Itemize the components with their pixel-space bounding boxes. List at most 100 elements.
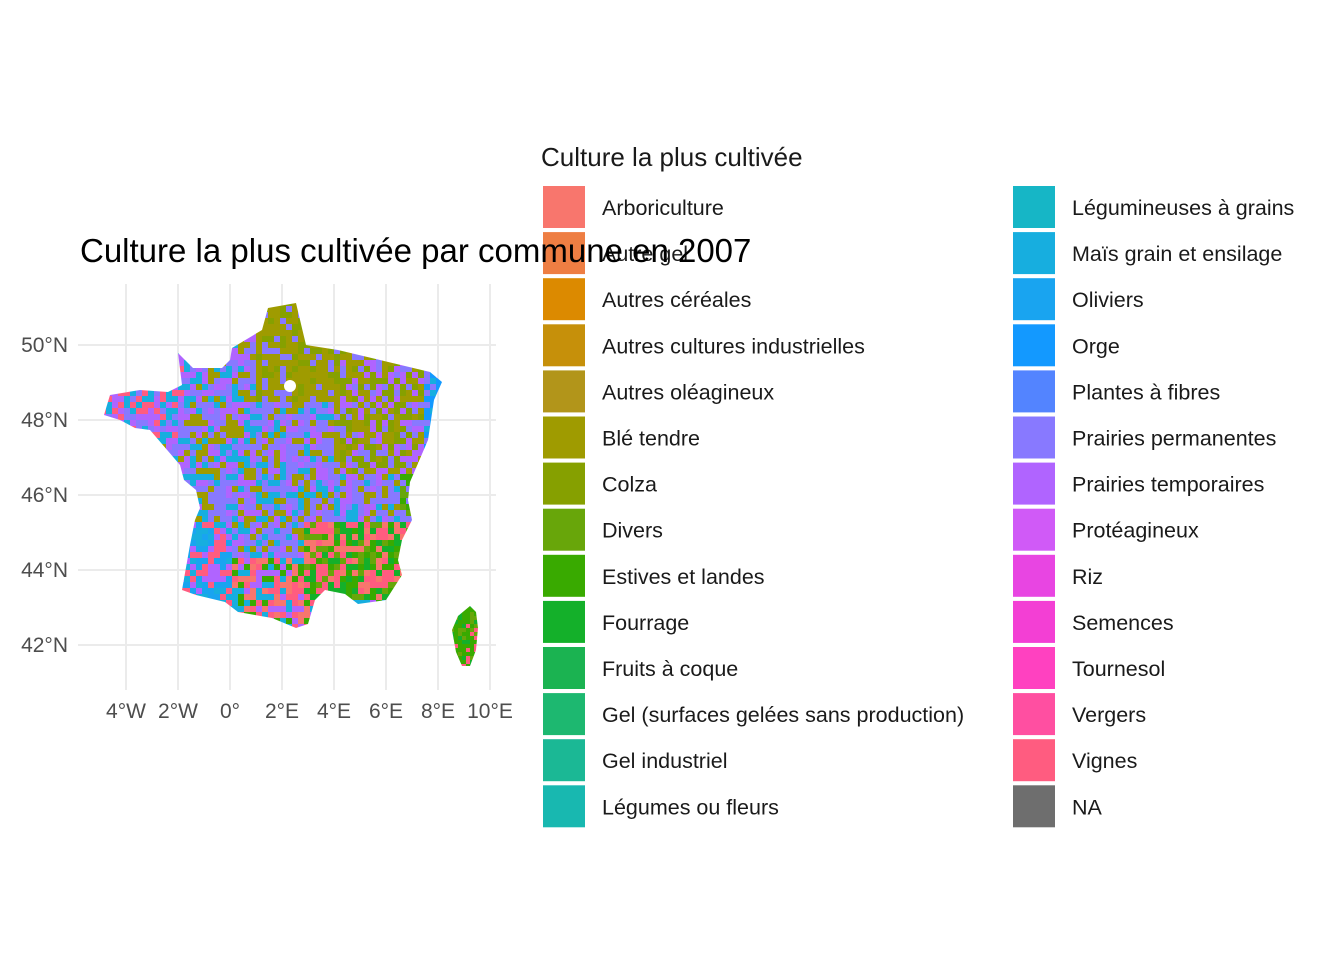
legend-label: Gel industriel <box>602 749 727 773</box>
lat-tick-label: 50°N <box>21 334 68 357</box>
legend-label: Fruits à coque <box>602 657 738 681</box>
legend-item: Maïs grain et ensilage <box>1013 232 1282 275</box>
legend-item: Autres céréales <box>543 278 751 321</box>
legend-swatch <box>1013 647 1055 689</box>
legend-swatch <box>1013 324 1055 367</box>
legend-label: Fourrage <box>602 611 689 635</box>
lon-tick-label: 2°E <box>265 700 299 723</box>
legend-label: Gel (surfaces gelées sans production) <box>602 703 964 727</box>
legend-swatch <box>543 462 585 505</box>
legend-item: Orge <box>1013 324 1120 367</box>
legend-label: Plantes à fibres <box>1072 380 1220 404</box>
legend-label: Colza <box>602 473 657 497</box>
legend-label: Divers <box>602 519 663 543</box>
legend-label: Légumineuses à grains <box>1072 196 1294 220</box>
legend-item: Blé tendre <box>543 416 700 459</box>
lat-tick-label: 46°N <box>21 484 68 507</box>
legend-swatch <box>543 416 585 459</box>
lon-tick-label: 6°E <box>369 700 403 723</box>
legend-label: Autres oléagineux <box>602 380 774 404</box>
legend-swatch <box>1013 693 1055 736</box>
legend-item: Riz <box>1013 554 1103 597</box>
legend-item: Vergers <box>1013 693 1146 736</box>
legend-item: Gel industriel <box>543 739 727 782</box>
france-map <box>104 303 478 666</box>
legend-item: Autre gel <box>543 232 688 275</box>
legend-label: Autres cultures industrielles <box>602 334 865 358</box>
legend-label: Prairies temporaires <box>1072 473 1264 497</box>
legend-swatch <box>543 508 585 551</box>
legend-label: Blé tendre <box>602 427 700 451</box>
legend-label: Semences <box>1072 611 1174 635</box>
legend-item: Fourrage <box>543 600 689 643</box>
legend-item: Tournesol <box>1013 647 1165 689</box>
lat-tick-label: 44°N <box>21 559 68 582</box>
legend-swatch <box>1013 416 1055 459</box>
legend-label: Prairies permanentes <box>1072 427 1276 451</box>
legend-item: Arboriculture <box>543 186 724 228</box>
legend-item: Prairies temporaires <box>1013 462 1264 505</box>
legend-swatch <box>1013 739 1055 782</box>
legend-item: Légumes ou fleurs <box>543 785 779 828</box>
lon-tick-label: 0° <box>220 700 240 723</box>
legend-swatch <box>543 554 585 597</box>
legend-item: Protéagineux <box>1013 508 1199 551</box>
legend-item: Semences <box>1013 600 1174 643</box>
mainland-france <box>104 303 442 628</box>
legend: Culture la plus cultivée Arboriculture Au… <box>541 142 1294 828</box>
legend-item: Autres oléagineux <box>543 370 774 413</box>
legend-swatch <box>543 693 585 736</box>
legend-item: Vignes <box>1013 739 1137 782</box>
legend-item: Autres cultures industrielles <box>543 324 865 367</box>
legend-label: Riz <box>1072 565 1103 589</box>
legend-item: Plantes à fibres <box>1013 370 1220 413</box>
lon-tick-label: 4°E <box>317 700 351 723</box>
legend-swatch <box>543 785 585 828</box>
legend-label: Orge <box>1072 334 1120 358</box>
legend-swatch <box>1013 600 1055 643</box>
legend-swatch <box>543 739 585 782</box>
legend-swatch <box>1013 554 1055 597</box>
legend-swatch <box>1013 462 1055 505</box>
map-title: Culture la plus cultivée par commune en … <box>80 232 751 269</box>
legend-swatch <box>1013 785 1055 828</box>
axis-labels: 4°W 2°W 0° 2°E 4°E 6°E 8°E 10°E 50°N 48°N 46°N 44°N… <box>21 334 513 723</box>
legend-label: Oliviers <box>1072 288 1144 312</box>
legend-swatch <box>543 370 585 413</box>
legend-swatch <box>1013 186 1055 228</box>
legend-label: Autres céréales <box>602 288 751 312</box>
legend-swatch <box>543 324 585 367</box>
legend-swatch <box>543 600 585 643</box>
legend-label: Protéagineux <box>1072 519 1199 543</box>
lon-tick-label: 4°W <box>106 700 146 723</box>
legend-item: Estives et landes <box>543 554 765 597</box>
corsica <box>452 606 478 666</box>
legend-item: Divers <box>543 508 663 551</box>
legend-swatch <box>1013 232 1055 275</box>
lat-tick-label: 48°N <box>21 409 68 432</box>
legend-item: Fruits à coque <box>543 647 738 689</box>
lon-tick-label: 10°E <box>467 700 513 723</box>
legend-label: NA <box>1072 795 1103 819</box>
legend-item: Gel (surfaces gelées sans production) <box>543 693 964 736</box>
legend-label: Tournesol <box>1072 657 1165 681</box>
lon-tick-label: 2°W <box>158 700 198 723</box>
legend-swatch <box>543 186 585 228</box>
legend-label: Estives et landes <box>602 565 765 589</box>
lon-tick-label: 8°E <box>421 700 455 723</box>
legend-label: Vergers <box>1072 703 1146 727</box>
legend-label: Vignes <box>1072 749 1137 773</box>
legend-item: Colza <box>543 462 657 505</box>
legend-swatch <box>1013 508 1055 551</box>
legend-label: Maïs grain et ensilage <box>1072 242 1282 266</box>
legend-swatch <box>1013 278 1055 321</box>
legend-title: Culture la plus cultivée <box>541 142 803 172</box>
legend-swatch <box>1013 370 1055 413</box>
legend-item: Oliviers <box>1013 278 1144 321</box>
legend-label: Autre gel <box>602 242 688 266</box>
legend-swatch <box>543 647 585 689</box>
lat-tick-label: 42°N <box>21 634 68 657</box>
legend-item: Légumineuses à grains <box>1013 186 1294 228</box>
legend-item: NA <box>1013 785 1103 828</box>
